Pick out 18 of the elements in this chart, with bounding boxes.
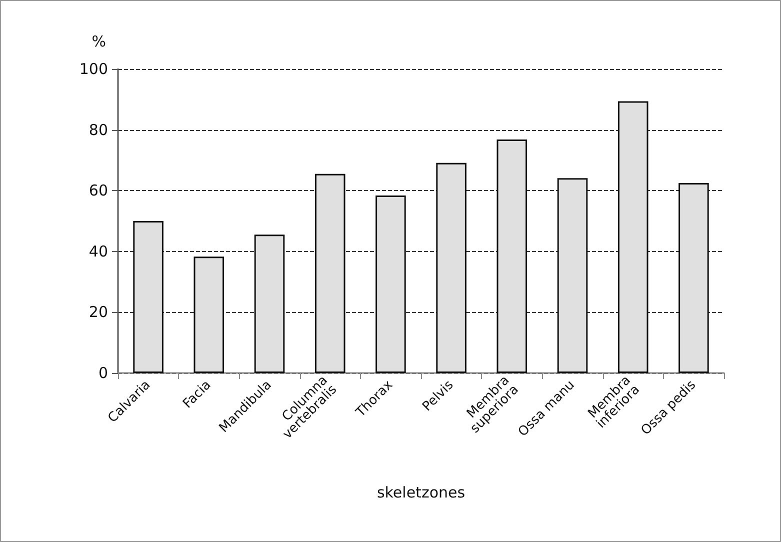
- bar: [618, 101, 648, 373]
- y-tick-label: 100: [79, 60, 108, 78]
- y-tick-label: 20: [88, 303, 108, 322]
- bar: [314, 174, 346, 373]
- bar: [436, 162, 466, 373]
- bar: [557, 178, 588, 373]
- bar: [496, 140, 528, 373]
- bar: [133, 221, 164, 373]
- bar: [376, 195, 406, 373]
- bar: [194, 256, 224, 373]
- x-axis-title: skeletzones: [376, 484, 466, 502]
- y-tick-label: 80: [88, 120, 108, 139]
- y-tick-label: 0: [98, 364, 108, 382]
- y-tick-label: 40: [88, 242, 108, 260]
- y-axis-title: %: [92, 32, 106, 50]
- bar: [678, 183, 709, 373]
- y-tick-label: 60: [88, 182, 108, 200]
- bar: [254, 234, 285, 373]
